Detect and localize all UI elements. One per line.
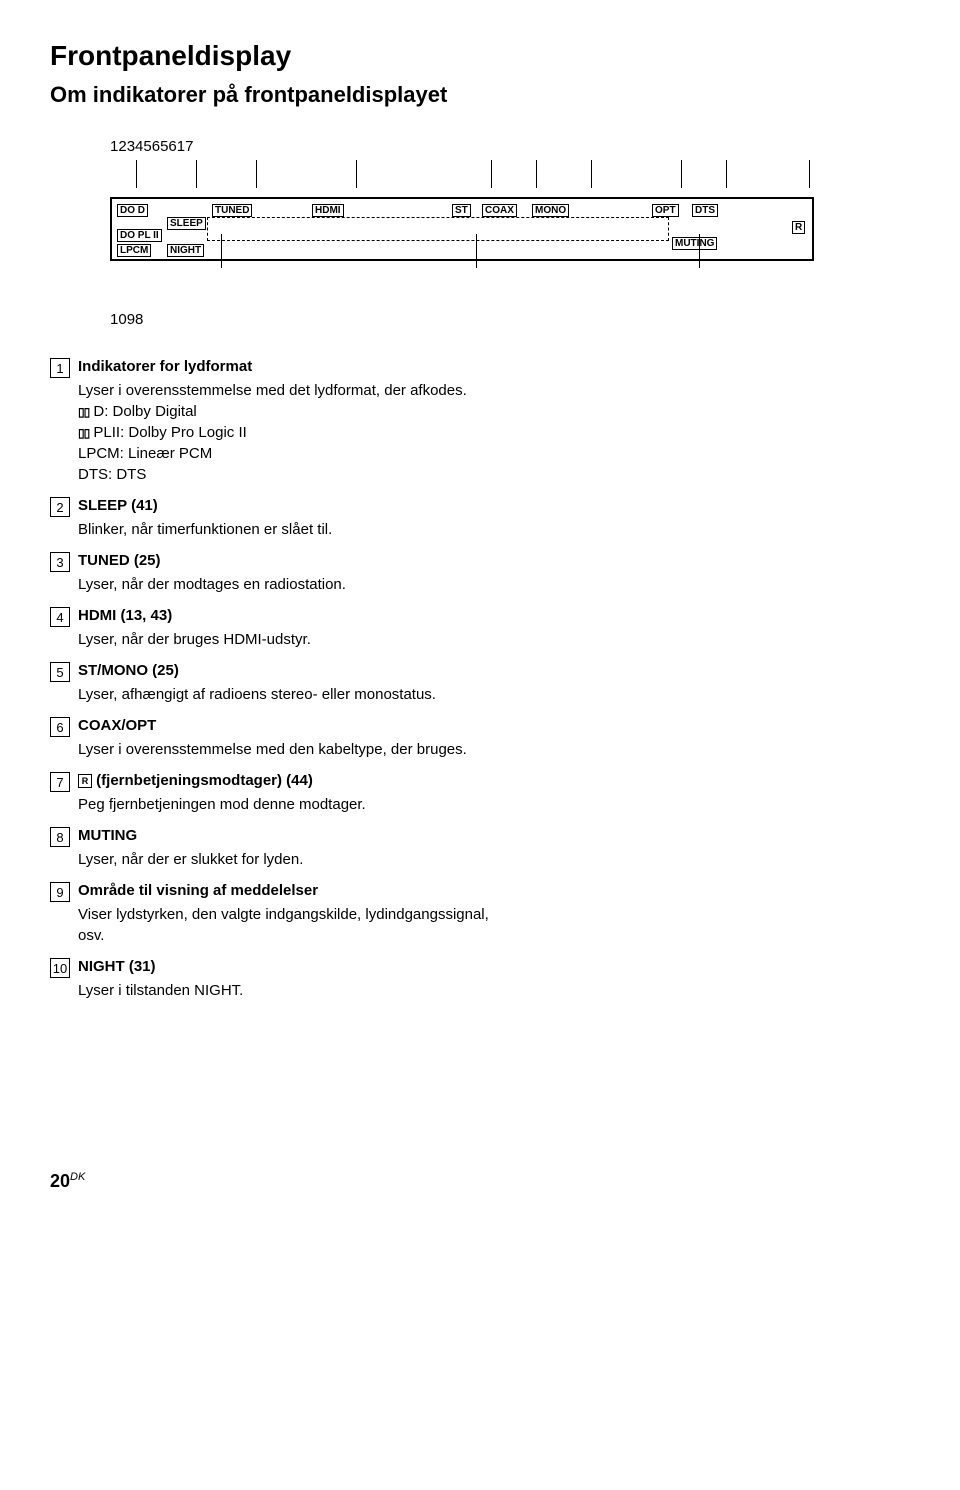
- callout-box: 5: [143, 138, 151, 155]
- item-body: Lyser, afhængigt af radioens stereo- ell…: [78, 684, 510, 705]
- indicator: HDMI: [312, 204, 344, 217]
- item-title: ST/MONO (25): [78, 662, 179, 679]
- dolby-icon: ▯▯: [78, 425, 89, 442]
- list-item: 2 SLEEP (41) Blinker, når timerfunktionen …: [50, 497, 510, 540]
- item-number: 6: [50, 717, 70, 737]
- callout-line: [491, 160, 492, 188]
- indicator: LPCM: [117, 244, 151, 257]
- callout-box: 2: [118, 138, 126, 155]
- list-item: 1 Indikatorer for lydformat Lyser i overen…: [50, 358, 510, 485]
- list-item: 8 MUTING Lyser, når der er slukket for lyd…: [50, 827, 510, 870]
- dolby-icon: ▯▯: [78, 404, 89, 421]
- callout-box: 10: [110, 311, 127, 328]
- item-body: Lyser i overensstemmelse med den kabelty…: [78, 739, 510, 760]
- remote-sensor-icon: R: [792, 221, 805, 234]
- callout-box: 6: [152, 138, 160, 155]
- indicator: OPT: [652, 204, 679, 217]
- item-number: 3: [50, 552, 70, 572]
- item-number: 4: [50, 607, 70, 627]
- item-body: Lyser, når der er slukket for lyden.: [78, 849, 510, 870]
- list-item: 6 COAX/OPT Lyser i overensstemmelse med de…: [50, 717, 510, 760]
- page-title: Frontpaneldisplay: [50, 40, 910, 72]
- item-title: NIGHT (31): [78, 958, 156, 975]
- indicator: TUNED: [212, 204, 252, 217]
- callout-line: [221, 234, 222, 268]
- list-item: 5 ST/MONO (25) Lyser, afhængigt af radioen…: [50, 662, 510, 705]
- callout-box: 3: [127, 138, 135, 155]
- indicator: NIGHT: [167, 244, 204, 257]
- item-body: Lyser, når der modtages en radiostation.: [78, 574, 510, 595]
- item-body: Lyser, når der bruges HDMI-udstyr.: [78, 629, 510, 650]
- message-area: [207, 217, 669, 241]
- indicator: MUTING: [672, 237, 717, 250]
- callout-line: [591, 160, 592, 188]
- page-number: 20DK: [50, 1171, 910, 1192]
- callout-box: 9: [127, 311, 135, 328]
- item-number: 2: [50, 497, 70, 517]
- list-item: 10 NIGHT (31) Lyser i tilstanden NIGHT.: [50, 958, 510, 1001]
- callout-line: [726, 160, 727, 188]
- item-title: MUTING: [78, 827, 137, 844]
- callout-line: [256, 160, 257, 188]
- callout-box: 1: [177, 138, 185, 155]
- list-item: 7 R (fjernbetjeningsmodtager) (44) Peg fje…: [50, 772, 510, 815]
- indicator: DO PL II: [117, 229, 162, 242]
- item-body: Viser lydstyrken, den valgte indgangskil…: [78, 904, 510, 946]
- item-number: 7: [50, 772, 70, 792]
- item-number: 5: [50, 662, 70, 682]
- callout-line: [356, 160, 357, 188]
- item-title: SLEEP (41): [78, 497, 158, 514]
- indicator: DO D: [117, 204, 148, 217]
- indicator: ST: [452, 204, 471, 217]
- indicator: COAX: [482, 204, 517, 217]
- indicator: MONO: [532, 204, 569, 217]
- display-panel: DO D TUNED HDMI ST COAX MONO OPT DTS SLEEP DO PL …: [110, 197, 814, 261]
- page-subtitle: Om indikatorer på frontpaneldisplayet: [50, 82, 910, 108]
- item-title: TUNED (25): [78, 552, 161, 569]
- item-body: Lyser i tilstanden NIGHT.: [78, 980, 510, 1001]
- item-number: 1: [50, 358, 70, 378]
- item-title: R (fjernbetjeningsmodtager) (44): [78, 772, 313, 789]
- indicator: DTS: [692, 204, 718, 217]
- list-item: 4 HDMI (13, 43) Lyser, når der bruges HDMI…: [50, 607, 510, 650]
- callout-line: [681, 160, 682, 188]
- list-item: 3 TUNED (25) Lyser, når der modtages en ra…: [50, 552, 510, 595]
- item-number: 8: [50, 827, 70, 847]
- callout-line: [809, 160, 810, 188]
- item-number: 10: [50, 958, 70, 978]
- callout-box: 7: [185, 138, 193, 155]
- item-body: Blinker, når timerfunktionen er slået ti…: [78, 519, 510, 540]
- diagram: 1234565617 DO DTUNEDHDMISTCOAXMONOOPTDTS…: [110, 138, 830, 328]
- item-number: 9: [50, 882, 70, 902]
- callout-line: [536, 160, 537, 188]
- item-title: Indikatorer for lydformat: [78, 358, 252, 375]
- item-list: 1 Indikatorer for lydformat Lyser i overen…: [50, 358, 510, 1001]
- callout-box: 8: [135, 311, 143, 328]
- item-body: Peg fjernbetjeningen mod denne modtager.: [78, 794, 510, 815]
- indicator: SLEEP: [167, 217, 206, 230]
- callout-line: [699, 234, 700, 268]
- callout-line: [136, 160, 137, 188]
- list-item: 9 Område til visning af meddelelser Viser …: [50, 882, 510, 946]
- item-title: Område til visning af meddelelser: [78, 882, 318, 899]
- item-body: Lyser i overensstemmelse med det lydform…: [78, 380, 510, 485]
- item-title: COAX/OPT: [78, 717, 156, 734]
- callout-box: 6: [168, 138, 176, 155]
- callout-line: [196, 160, 197, 188]
- callout-line: [476, 234, 477, 268]
- item-title: HDMI (13, 43): [78, 607, 172, 624]
- remote-icon: R: [78, 774, 92, 788]
